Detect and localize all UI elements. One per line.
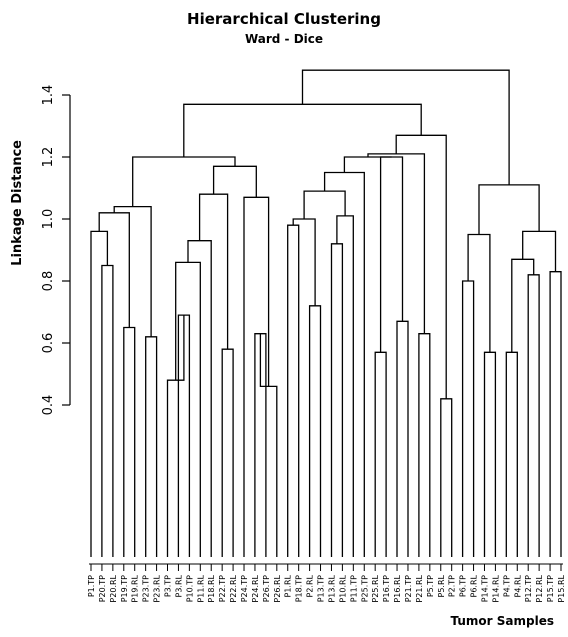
dendrogram-link xyxy=(98,212,130,328)
dendrogram-link xyxy=(522,230,557,272)
leaf-label: P23.TP xyxy=(142,575,151,602)
dendrogram-link xyxy=(212,165,257,198)
dendrogram-link xyxy=(132,156,236,207)
x-axis-label: Tumor Samples xyxy=(450,614,554,628)
leaf-label: P4.RL xyxy=(513,574,522,597)
leaf-label: P21.TP xyxy=(404,575,413,602)
dendrogram-link xyxy=(478,184,540,235)
dendrogram-link xyxy=(175,261,201,557)
dendrogram-link xyxy=(292,218,316,306)
leaf-label: P5.TP xyxy=(426,575,435,597)
leaf-label: P19.RL xyxy=(131,574,140,602)
dendrogram-link xyxy=(440,398,453,557)
y-tick-label: 1.0 xyxy=(41,209,56,230)
leaf-label: P10.TP xyxy=(185,575,194,602)
dendrogram-link xyxy=(323,171,365,557)
leaf-label: P26.TP xyxy=(262,575,271,602)
leaf-label: P15.RL xyxy=(557,574,566,602)
leaf-label: P25.TP xyxy=(360,575,369,602)
dendrogram-link xyxy=(287,224,300,557)
dendrogram-link xyxy=(243,196,270,557)
dendrogram-link xyxy=(379,156,404,353)
dendrogram-link xyxy=(330,243,344,557)
dendrogram-link xyxy=(187,240,212,557)
dendrogram-link xyxy=(101,264,114,557)
dendrogram-link xyxy=(467,233,491,353)
dendrogram-link xyxy=(336,215,354,557)
dendrogram-link xyxy=(527,274,540,557)
leaf-label: P24.TP xyxy=(240,575,249,602)
dendrogram-link xyxy=(374,351,387,557)
dendrogram-link xyxy=(123,326,136,557)
leaf-label: P4.TP xyxy=(502,575,511,597)
y-tick-label: 0.4 xyxy=(41,395,56,416)
dendrogram-link xyxy=(395,134,447,399)
leaf-label: P6.RL xyxy=(470,574,479,597)
dendrogram-link xyxy=(343,156,392,173)
leaf-label: P16.TP xyxy=(382,575,391,602)
dendrogram-link xyxy=(221,348,234,557)
leaf-label: P1.TP xyxy=(87,575,96,597)
leaf-label: P25.RL xyxy=(371,574,380,602)
leaf-label: P18.RL xyxy=(207,574,216,602)
leaf-label: P18.TP xyxy=(295,575,304,602)
y-tick-label: 1.2 xyxy=(41,147,56,168)
leaf-label: P19.TP xyxy=(120,575,129,602)
dendrogram-link xyxy=(113,205,152,337)
dendrogram-link xyxy=(90,230,109,557)
leaf-label: P20.TP xyxy=(98,575,107,602)
y-axis: 0.4 0.6 0.8 1.0 1.2 1.4 xyxy=(41,85,71,416)
leaf-ticks xyxy=(89,563,563,571)
leaf-label: P16.RL xyxy=(393,574,402,602)
dendrogram-link xyxy=(301,69,510,185)
leaf-label: P1.RL xyxy=(284,574,293,597)
leaf-label: P6.TP xyxy=(459,575,468,597)
dendrogram-link xyxy=(145,336,158,557)
chart-subtitle: Ward - Dice xyxy=(244,32,324,46)
leaf-label: P10.RL xyxy=(338,574,347,602)
dendrogram-link xyxy=(303,190,346,219)
leaf-label: P26.RL xyxy=(273,574,282,602)
dendrogram-link xyxy=(505,351,518,557)
leaf-label: P5.RL xyxy=(437,574,446,597)
dendrogram-link xyxy=(396,320,409,557)
leaf-label: P3.TP xyxy=(164,575,173,597)
dendrogram-links xyxy=(90,69,562,557)
leaf-label: P23.RL xyxy=(153,574,162,602)
leaf-label: P15.TP xyxy=(546,575,555,602)
leaf-label: P2.TP xyxy=(448,575,457,597)
leaf-label: P22.RL xyxy=(229,574,238,602)
dendrogram-link xyxy=(418,333,431,557)
y-tick-label: 0.8 xyxy=(41,271,56,292)
dendrogram-link xyxy=(483,351,497,557)
chart-title: Hierarchical Clustering xyxy=(187,10,381,28)
leaf-label: P12.RL xyxy=(535,574,544,602)
leaf-label: P14.TP xyxy=(481,575,490,602)
dendrogram-link xyxy=(198,193,229,350)
leaf-label: P20.RL xyxy=(109,574,118,602)
leaf-label: P11.TP xyxy=(349,575,358,602)
leaf-labels: P1.TP P20.TP P20.RL P19.TP P19.RL P23.TP P23.R… xyxy=(87,574,566,602)
dendrogram-link xyxy=(549,271,562,557)
leaf-label: P12.TP xyxy=(524,575,533,602)
dendrogram-link xyxy=(461,280,475,557)
leaf-label: P13.RL xyxy=(328,574,337,602)
y-tick-label: 1.4 xyxy=(41,85,56,106)
leaf-label: P2.RL xyxy=(306,574,315,597)
dendrogram-link xyxy=(367,153,426,334)
leaf-label: P21.RL xyxy=(415,574,424,602)
leaf-label: P3.RL xyxy=(174,574,183,597)
leaf-label: P13.TP xyxy=(317,575,326,602)
y-tick-label: 0.6 xyxy=(41,333,56,354)
dendrogram-link xyxy=(183,103,422,157)
leaf-label: P22.TP xyxy=(218,575,227,602)
leaf-label: P14.RL xyxy=(491,574,500,602)
leaf-label: P11.RL xyxy=(196,574,205,602)
dendrogram-link xyxy=(308,305,322,557)
leaf-label: P24.RL xyxy=(251,574,260,602)
dendrogram-link xyxy=(511,258,535,353)
